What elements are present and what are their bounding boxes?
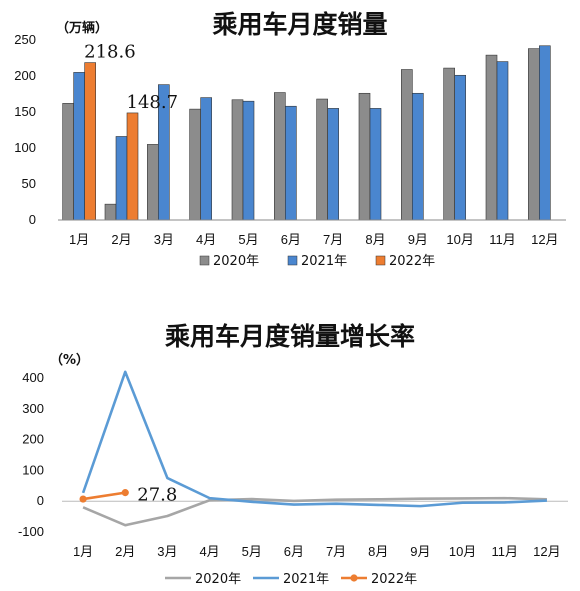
chart1-data-label-2: 148.7 bbox=[127, 92, 179, 113]
line-2020 bbox=[82, 496, 547, 527]
chart2-lines bbox=[79, 370, 547, 527]
chart2-data-label-2: 27.8 bbox=[137, 485, 177, 506]
bar-2020-12 bbox=[528, 48, 540, 221]
chart2-x-label-12: 12月 bbox=[533, 544, 560, 559]
chart1-x-label-6: 6月 bbox=[281, 232, 301, 247]
chart2-unit-label: （%） bbox=[50, 352, 89, 368]
bar-2021-6 bbox=[285, 105, 297, 221]
chart2-x-label-4: 4月 bbox=[199, 544, 219, 559]
chart1-legend-label-2022: 2022年 bbox=[389, 254, 435, 269]
chart1-y-tick-100: 100 bbox=[14, 140, 36, 155]
bar-2020-4 bbox=[189, 108, 201, 221]
chart1-x-labels: 1月 2月 3月 4月 5月 6月 7月 8月 9月 10月 11月 12月 bbox=[69, 232, 559, 247]
chart2-y-tick-400: 400 bbox=[22, 370, 44, 385]
bar-2021-2 bbox=[115, 136, 128, 221]
chart1-y-tick-50: 50 bbox=[22, 176, 36, 191]
bar-2022-1 bbox=[84, 62, 96, 221]
bar-2021-10 bbox=[454, 74, 466, 221]
chart1-legend-label-2020: 2020年 bbox=[213, 254, 259, 269]
bar-2020-9 bbox=[401, 69, 413, 221]
bar-2021-7 bbox=[327, 108, 339, 221]
chart2-x-labels: 1月 2月 3月 4月 5月 6月 7月 8月 9月 10月 11月 12月 bbox=[73, 544, 561, 559]
bar-2020-10 bbox=[443, 67, 455, 221]
chart1-x-label-1: 1月 bbox=[69, 232, 89, 247]
bar-2021-9 bbox=[412, 92, 424, 221]
chart2-y-tick-300: 300 bbox=[22, 401, 44, 416]
chart2-x-label-6: 6月 bbox=[284, 544, 304, 559]
chart1-x-label-2: 2月 bbox=[111, 232, 131, 247]
bar-2020-7 bbox=[316, 98, 328, 221]
chart1-x-label-11: 11月 bbox=[489, 232, 516, 247]
bar-2020-3 bbox=[147, 144, 159, 221]
chart2-legend-label-2022: 2022年 bbox=[371, 572, 417, 587]
bar-2020-1 bbox=[62, 103, 74, 221]
chart1-legend-swatch-2022 bbox=[375, 255, 386, 266]
chart1-unit-label: （万辆） bbox=[56, 20, 108, 36]
point-2022-2 bbox=[121, 489, 129, 497]
bar-2021-11 bbox=[496, 61, 509, 221]
bar-2020-6 bbox=[274, 92, 286, 221]
chart2-y-tick-100: 100 bbox=[22, 462, 44, 477]
chart2-x-label-11: 11月 bbox=[492, 544, 519, 559]
chart1-title: 乘用车月度销量 bbox=[212, 10, 387, 39]
bar-2021-8 bbox=[369, 108, 382, 221]
chart1-legend-swatch-2020 bbox=[199, 255, 210, 266]
line-2021 bbox=[81, 370, 547, 508]
chart1-legend-label-2021: 2021年 bbox=[301, 254, 347, 269]
line-2022 bbox=[82, 491, 126, 501]
chart1-x-label-7: 7月 bbox=[323, 232, 343, 247]
chart2-x-label-5: 5月 bbox=[242, 544, 262, 559]
chart1-x-label-10: 10月 bbox=[446, 232, 473, 247]
chart2-y-tick-200: 200 bbox=[22, 432, 44, 447]
chart2-legend-label-2020: 2020年 bbox=[195, 572, 241, 587]
chart2-data-labels: 27.8 bbox=[137, 485, 177, 506]
chart1-legend-swatch-2021 bbox=[287, 255, 298, 266]
bar-2020-11 bbox=[485, 54, 498, 221]
point-2022-1 bbox=[79, 495, 87, 503]
bar-2020-5 bbox=[231, 99, 244, 221]
bar-2021-12 bbox=[539, 45, 551, 221]
chart2-x-label-1: 1月 bbox=[73, 544, 93, 559]
chart1-x-label-5: 5月 bbox=[238, 232, 258, 247]
chart2-y-ticks: -100 0 100 200 300 400 bbox=[18, 370, 44, 539]
chart1-data-label-1: 218.6 bbox=[84, 42, 136, 63]
chart1-legend: 2020年 2021年 2022年 bbox=[199, 254, 435, 269]
chart2-legend-marker-2022 bbox=[350, 574, 358, 582]
bar-2021-4 bbox=[200, 97, 212, 221]
chart1-y-tick-150: 150 bbox=[14, 104, 36, 119]
bar-2021-5 bbox=[242, 100, 255, 221]
chart2-x-label-10: 10月 bbox=[449, 544, 476, 559]
chart2-title: 乘用车月度销量增长率 bbox=[165, 322, 415, 351]
bar-2022-2 bbox=[126, 112, 139, 221]
chart2-x-label-2: 2月 bbox=[115, 544, 135, 559]
chart1-data-labels: 218.6 148.7 bbox=[84, 42, 178, 113]
growth-rate-line-chart: 乘用车月度销量增长率 （%） -100 0 100 200 300 400 1月 2月 3月 4… bbox=[18, 322, 568, 587]
chart2-x-label-3: 3月 bbox=[157, 544, 177, 559]
bar-2020-2 bbox=[104, 203, 117, 221]
chart2-y-tick--100: -100 bbox=[18, 524, 44, 539]
chart2-legend: 2020年 2021年 2022年 bbox=[165, 572, 417, 587]
chart1-x-label-12: 12月 bbox=[531, 232, 558, 247]
bar-2020-8 bbox=[358, 92, 371, 221]
chart2-y-tick-0: 0 bbox=[37, 493, 44, 508]
chart1-y-tick-0: 0 bbox=[29, 212, 36, 227]
chart1-y-tick-200: 200 bbox=[14, 68, 36, 83]
chart1-x-label-9: 9月 bbox=[408, 232, 428, 247]
monthly-sales-bar-chart: 乘用车月度销量 （万辆） 0 50 100 150 200 250 1月 2月 3月 4月 5月 6… bbox=[14, 10, 566, 269]
chart1-y-ticks: 0 50 100 150 200 250 bbox=[14, 32, 36, 227]
chart1-x-label-8: 8月 bbox=[365, 232, 385, 247]
chart1-y-tick-250: 250 bbox=[14, 32, 36, 47]
chart2-x-label-8: 8月 bbox=[368, 544, 388, 559]
chart1-bars bbox=[62, 45, 551, 221]
chart2-x-label-9: 9月 bbox=[410, 544, 430, 559]
chart1-x-label-3: 3月 bbox=[154, 232, 174, 247]
chart2-x-label-7: 7月 bbox=[326, 544, 346, 559]
chart1-x-label-4: 4月 bbox=[196, 232, 216, 247]
bar-2021-1 bbox=[73, 72, 85, 221]
chart2-legend-label-2021: 2021年 bbox=[283, 572, 329, 587]
